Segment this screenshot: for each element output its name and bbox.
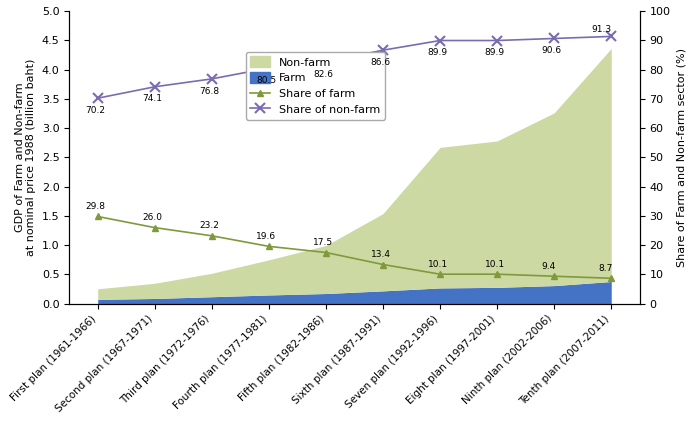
Y-axis label: Share of Farm and Non-farm sector (%): Share of Farm and Non-farm sector (%) (676, 48, 686, 267)
Text: 26.0: 26.0 (142, 213, 162, 222)
Text: 76.8: 76.8 (200, 86, 220, 96)
Text: 17.5: 17.5 (313, 238, 333, 247)
Text: 8.7: 8.7 (599, 264, 613, 273)
Text: 10.1: 10.1 (428, 260, 448, 269)
Text: 19.6: 19.6 (256, 232, 277, 241)
Legend: Non-farm, Farm, Share of farm, Share of non-farm: Non-farm, Farm, Share of farm, Share of … (246, 52, 385, 120)
Text: 70.2: 70.2 (85, 106, 105, 115)
Text: 89.9: 89.9 (428, 48, 448, 57)
Text: 29.8: 29.8 (85, 202, 105, 211)
Text: 90.6: 90.6 (542, 46, 562, 55)
Text: 74.1: 74.1 (142, 94, 162, 104)
Text: 89.9: 89.9 (484, 48, 505, 57)
Text: 86.6: 86.6 (371, 58, 391, 67)
Text: 9.4: 9.4 (542, 261, 556, 271)
Text: 10.1: 10.1 (484, 260, 505, 269)
Text: 80.5: 80.5 (256, 76, 277, 85)
Text: 13.4: 13.4 (371, 250, 390, 259)
Text: 91.3: 91.3 (591, 25, 611, 34)
Y-axis label: GDP of Farm and Non-farm
at nominal price 1988 (billion baht): GDP of Farm and Non-farm at nominal pric… (15, 59, 36, 256)
Text: 82.6: 82.6 (313, 69, 333, 79)
Text: 23.2: 23.2 (200, 221, 219, 230)
